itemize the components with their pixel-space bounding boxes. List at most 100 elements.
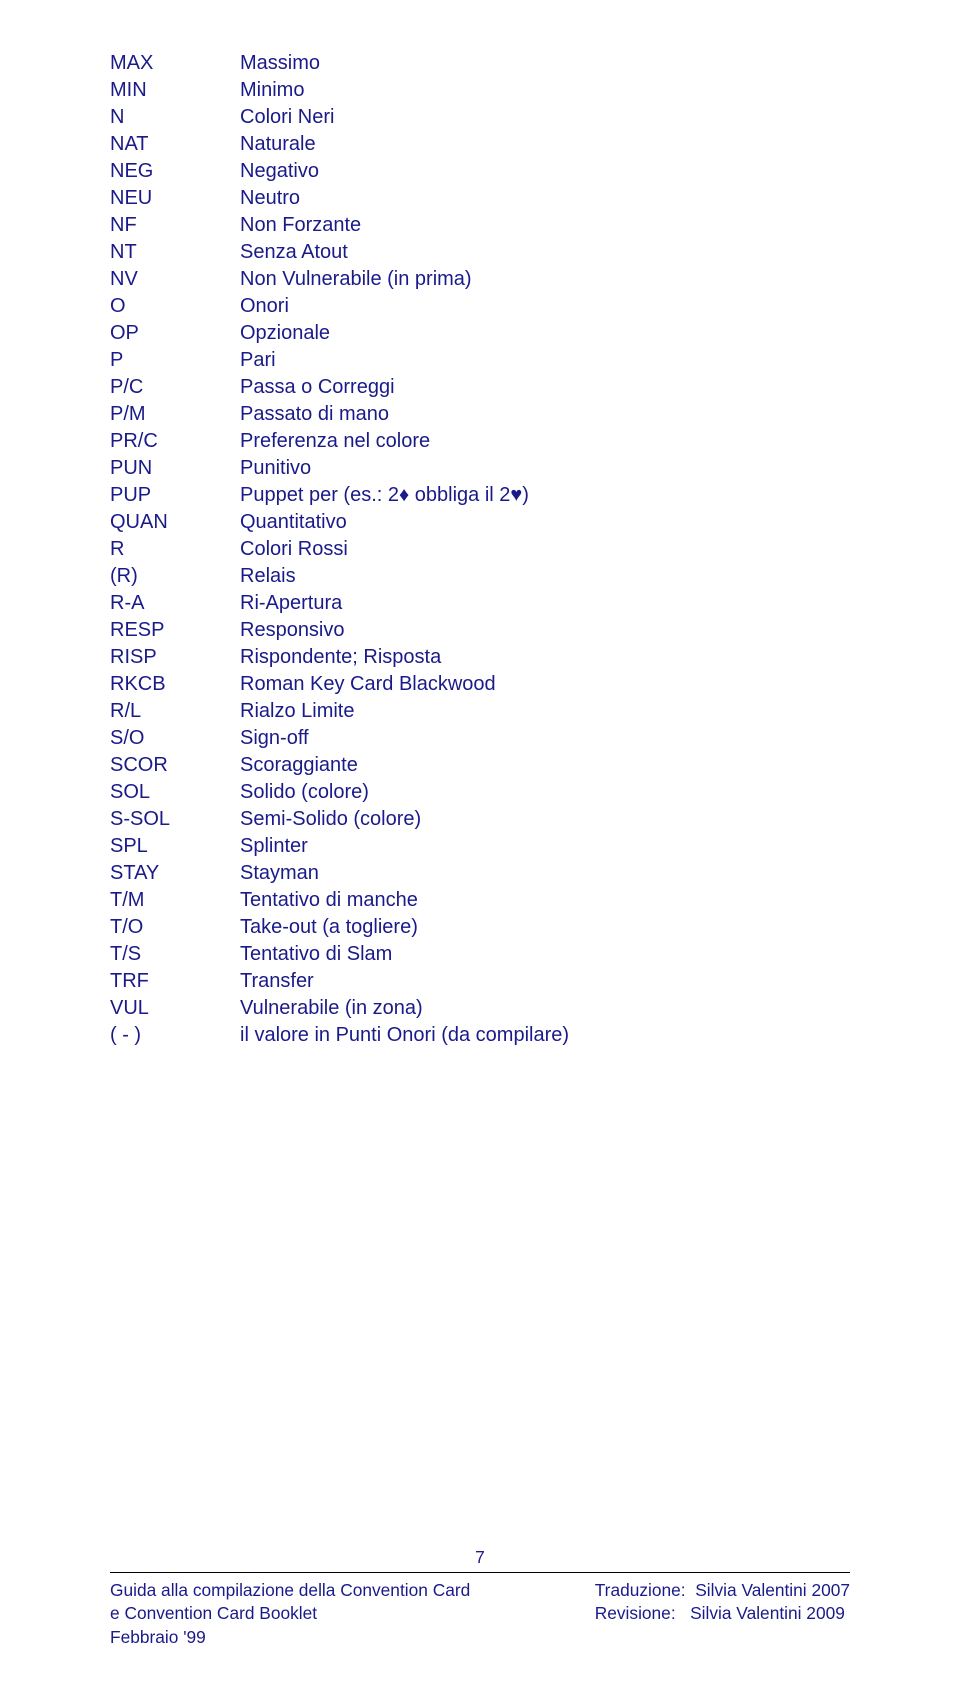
abbr-definition: Non Vulnerabile (in prima) [240,266,569,293]
abbr-code: R-A [110,590,240,617]
abbr-code: PUN [110,455,240,482]
abbr-code: T/O [110,914,240,941]
abbr-row: SCORScoraggiante [110,752,569,779]
abbr-code: P/C [110,374,240,401]
abbr-code: TRF [110,968,240,995]
abbr-definition: Massimo [240,50,569,77]
abbr-code: R/L [110,698,240,725]
abbr-code: NV [110,266,240,293]
abbr-definition: Transfer [240,968,569,995]
abbr-code: PUP [110,482,240,509]
abbr-code: QUAN [110,509,240,536]
abbr-row: OOnori [110,293,569,320]
abbr-row: T/OTake-out (a togliere) [110,914,569,941]
abbr-code: O [110,293,240,320]
abbr-code: PR/C [110,428,240,455]
abbr-row: NEUNeutro [110,185,569,212]
abbr-code: (R) [110,563,240,590]
footer-divider [110,1572,850,1573]
diamond-suit-icon: ♦ [399,484,409,506]
abbr-definition: Colori Rossi [240,536,569,563]
abbr-row: PUNPunitivo [110,455,569,482]
abbr-row: QUANQuantitativo [110,509,569,536]
abbr-row: MINMinimo [110,77,569,104]
abbr-row: VULVulnerabile (in zona) [110,995,569,1022]
abbr-definition: Quantitativo [240,509,569,536]
abbr-definition: Take-out (a togliere) [240,914,569,941]
abbr-definition: Non Forzante [240,212,569,239]
abbr-row: RKCBRoman Key Card Blackwood [110,671,569,698]
abbr-definition: Minimo [240,77,569,104]
footer-right: Traduzione: Silvia Valentini 2007 Revisi… [595,1579,850,1649]
abbr-definition: Passa o Correggi [240,374,569,401]
abbr-row: ( - )il valore in Punti Onori (da compil… [110,1022,569,1049]
abbr-definition: Solido (colore) [240,779,569,806]
abbr-definition: Roman Key Card Blackwood [240,671,569,698]
abbr-code: S/O [110,725,240,752]
abbr-row: (R)Relais [110,563,569,590]
abbr-row: NATNaturale [110,131,569,158]
abbr-row: P/MPassato di mano [110,401,569,428]
abbr-code: NF [110,212,240,239]
abbr-definition: Stayman [240,860,569,887]
abbr-code: T/M [110,887,240,914]
abbr-code: VUL [110,995,240,1022]
abbr-row: R-ARi-Apertura [110,590,569,617]
abbr-row: RESPResponsivo [110,617,569,644]
abbr-code: R [110,536,240,563]
abbreviation-table: MAXMassimoMINMinimoNColori NeriNATNatura… [110,50,569,1049]
abbr-code: RKCB [110,671,240,698]
abbr-code: MIN [110,77,240,104]
abbr-definition: Splinter [240,833,569,860]
abbr-row: NEGNegativo [110,158,569,185]
abbr-code: NAT [110,131,240,158]
abbr-definition: Preferenza nel colore [240,428,569,455]
abbr-row: PPari [110,347,569,374]
abbr-row: NFNon Forzante [110,212,569,239]
abbr-definition: Colori Neri [240,104,569,131]
abbr-definition: Rispondente; Risposta [240,644,569,671]
abbr-definition: Negativo [240,158,569,185]
abbr-code: NEG [110,158,240,185]
abbr-code: STAY [110,860,240,887]
abbr-row: OPOpzionale [110,320,569,347]
abbr-definition: Passato di mano [240,401,569,428]
abbr-row: S-SOLSemi-Solido (colore) [110,806,569,833]
abbr-row: NColori Neri [110,104,569,131]
abbr-code: SCOR [110,752,240,779]
abbr-code: OP [110,320,240,347]
abbr-definition: Ri-Apertura [240,590,569,617]
abbr-row: RISPRispondente; Risposta [110,644,569,671]
abbr-code: P/M [110,401,240,428]
abbr-definition: Opzionale [240,320,569,347]
abbr-row: TRFTransfer [110,968,569,995]
abbr-row: S/OSign-off [110,725,569,752]
abbr-row: T/STentativo di Slam [110,941,569,968]
abbr-definition: il valore in Punti Onori (da compilare) [240,1022,569,1049]
page-number: 7 [110,1546,850,1569]
abbr-code: SOL [110,779,240,806]
abbr-row: RColori Rossi [110,536,569,563]
abbr-code: SPL [110,833,240,860]
abbr-definition: Neutro [240,185,569,212]
abbr-row: MAXMassimo [110,50,569,77]
abbr-row: P/CPassa o Correggi [110,374,569,401]
abbr-code: N [110,104,240,131]
abbr-definition: Onori [240,293,569,320]
abbr-definition: Punitivo [240,455,569,482]
abbr-code: ( - ) [110,1022,240,1049]
abbr-code: NEU [110,185,240,212]
abbr-row: STAYStayman [110,860,569,887]
heart-suit-icon: ♥ [510,484,522,506]
abbr-definition: Rialzo Limite [240,698,569,725]
abbr-row: NVNon Vulnerabile (in prima) [110,266,569,293]
abbr-code: P [110,347,240,374]
abbr-row: SPLSplinter [110,833,569,860]
page-footer: 7 Guida alla compilazione della Conventi… [110,1546,850,1649]
abbr-definition: Tentativo di manche [240,887,569,914]
abbr-row: PR/CPreferenza nel colore [110,428,569,455]
abbr-code: RISP [110,644,240,671]
abbr-row: R/LRialzo Limite [110,698,569,725]
abbr-definition: Tentativo di Slam [240,941,569,968]
abbr-definition: Semi-Solido (colore) [240,806,569,833]
